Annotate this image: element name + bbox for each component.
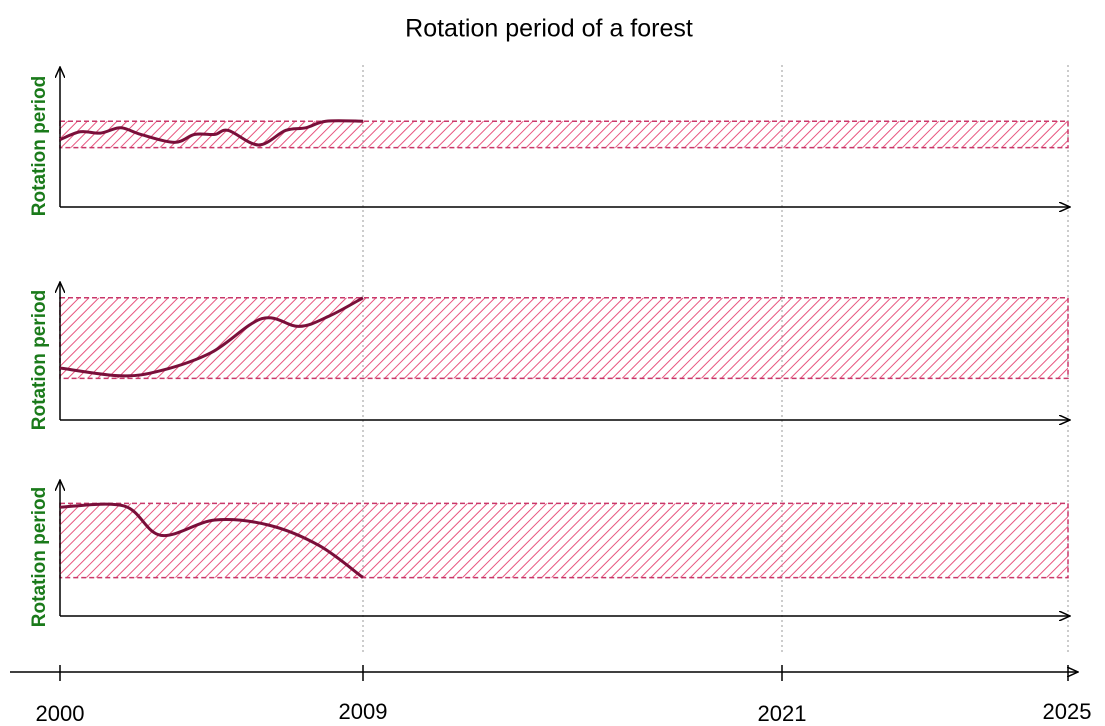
- x-tick-label: 2025: [1043, 699, 1092, 724]
- y-axis-label: Rotation period: [29, 76, 50, 216]
- x-tick-label: 2000: [36, 701, 85, 726]
- band: [59, 120, 1069, 149]
- x-tick-label: 2021: [758, 701, 807, 726]
- line: [59, 502, 364, 579]
- y-axis-label: Rotation period: [29, 290, 50, 430]
- line: [59, 119, 364, 147]
- chart-title: Rotation period of a forest: [405, 15, 693, 43]
- x-tick-label: 2009: [339, 699, 388, 724]
- line: [59, 296, 364, 378]
- band: [59, 297, 1069, 380]
- y-axis-label: Rotation period: [29, 487, 50, 627]
- band: [59, 502, 1069, 579]
